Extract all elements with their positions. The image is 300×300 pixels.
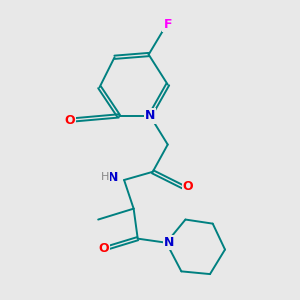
Text: O: O — [98, 242, 109, 255]
Text: N: N — [164, 236, 174, 249]
Text: N: N — [108, 171, 118, 184]
Text: O: O — [64, 113, 75, 127]
Text: N: N — [145, 110, 155, 122]
Text: H: H — [101, 172, 109, 182]
Text: F: F — [164, 18, 172, 31]
Text: O: O — [183, 180, 194, 193]
